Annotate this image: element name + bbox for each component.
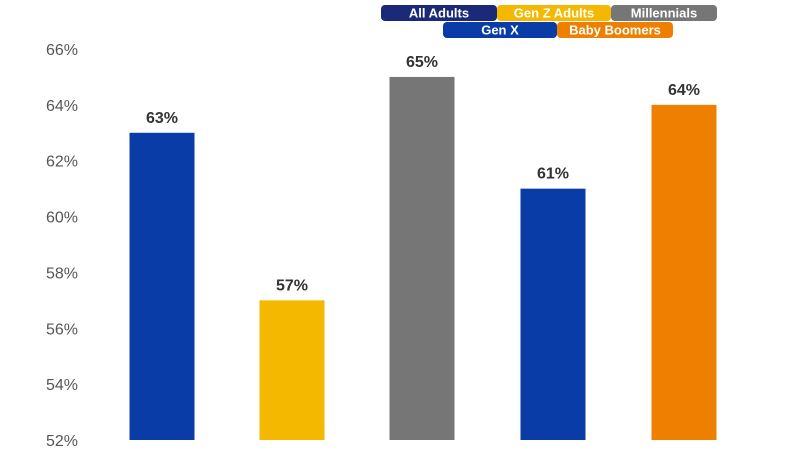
legend-item-baby-boomers: Baby Boomers	[557, 22, 673, 38]
legend-item-gen-z-adults: Gen Z Adults	[497, 5, 611, 21]
legend-swatch	[557, 22, 673, 38]
legend: All Adults Gen Z Adults Millennials Gen X Ba…	[381, 5, 717, 38]
data-labels: 63% 57% 65% 61% 64%	[146, 54, 700, 294]
data-label-millennials: 65%	[406, 54, 438, 71]
bars	[129, 76, 717, 441]
data-label-all-adults: 63%	[146, 110, 178, 127]
legend-label: Gen Z Adults	[514, 6, 594, 21]
legend-item-millennials: Millennials	[611, 5, 717, 21]
bar-gen-x	[520, 188, 586, 440]
bar-all-adults	[129, 132, 195, 441]
legend-item-gen-x: Gen X	[443, 22, 557, 38]
y-tick-label: 52%	[46, 433, 78, 450]
y-tick-label: 60%	[46, 210, 78, 227]
bar-millennials	[389, 76, 455, 440]
legend-swatch	[443, 22, 557, 38]
y-tick-label: 54%	[46, 377, 78, 394]
legend-swatch	[381, 5, 497, 21]
legend-label: Millennials	[631, 6, 697, 21]
legend-swatch	[497, 5, 611, 21]
bar-baby-boomers	[651, 104, 717, 440]
y-tick-label: 64%	[46, 98, 78, 115]
legend-label: All Adults	[409, 6, 469, 21]
y-tick-label: 62%	[46, 154, 78, 171]
data-label-gen-x: 61%	[537, 166, 569, 183]
legend-label: Baby Boomers	[569, 23, 661, 38]
y-tick-label: 66%	[46, 42, 78, 59]
data-label-gen-z-adults: 57%	[276, 277, 308, 294]
y-tick-label: 58%	[46, 265, 78, 282]
legend-swatch	[611, 5, 717, 21]
y-axis: 52% 54% 56% 58% 60% 62% 64% 66%	[46, 42, 78, 450]
bar-gen-z-adults	[259, 300, 325, 440]
y-tick-label: 56%	[46, 321, 78, 338]
data-label-baby-boomers: 64%	[668, 82, 700, 99]
legend-label: Gen X	[481, 23, 519, 38]
legend-item-all-adults: All Adults	[381, 5, 497, 21]
